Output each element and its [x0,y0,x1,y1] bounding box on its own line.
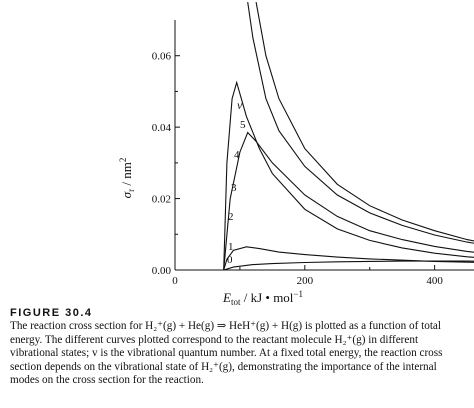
series-label-v5: 5 [240,119,246,131]
series-label-v1: 1 [228,241,234,253]
x-tick-label: 0 [172,275,178,287]
y-tick-label: 0.00 [152,265,172,277]
axis-ticks: 0 200 400 0.00 0.02 0.04 0.06 [152,51,444,287]
series-line-v4 [247,2,474,244]
y-axis-label: σr / nm2 [118,158,136,199]
series-line-v2 [223,80,474,271]
series-label-v4: 4 [234,149,240,161]
series-line-v0 [223,260,474,271]
y-tick-label: 0.02 [152,194,171,206]
figure-label: FIGURE 30.4 [10,307,93,319]
series-label-v2: 2 [228,211,234,223]
y-tick-label: 0.04 [152,122,172,134]
x-tick-label: 200 [297,275,314,287]
series-line-v5 [255,2,474,242]
legend-title: v [237,98,243,112]
series-lines [223,2,474,271]
x-axis-label: Etot / kJ • mol−1 [222,289,303,305]
figure-caption: FIGURE 30.4 The reaction cross section f… [10,307,466,388]
series-line-v3 [223,131,474,271]
series-label-v3: 3 [231,182,237,194]
y-tick-label: 0.06 [152,51,172,63]
x-tick-label: 400 [426,275,443,287]
series-line-v1 [223,246,474,271]
caption-text: The reaction cross section for H₂⁺(g) + … [10,320,443,387]
series-label-v0: 0 [227,254,233,266]
series-labels: 5 4 3 2 10 [227,119,246,266]
